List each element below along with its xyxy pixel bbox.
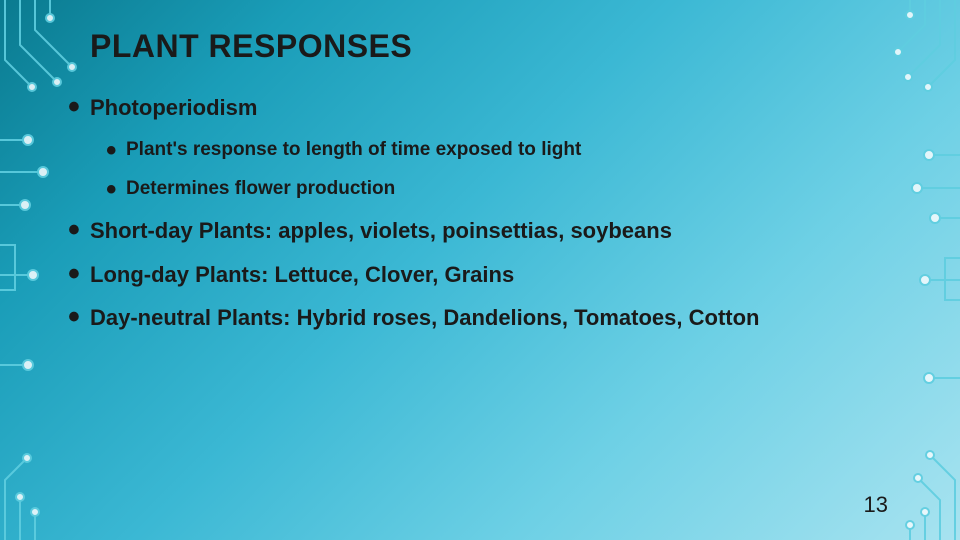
bullet-item: Long-day Plants: Lettuce, Clover, Grains	[90, 260, 910, 290]
bullet-item: Day-neutral Plants: Hybrid roses, Dandel…	[90, 303, 910, 333]
slide: PLANT RESPONSES Photoperiodism Plant's r…	[0, 0, 960, 540]
bullet-item: Photoperiodism	[90, 93, 910, 123]
bullet-item: Determines flower production	[126, 176, 910, 202]
bullet-list: Photoperiodism Plant's response to lengt…	[90, 93, 910, 333]
slide-title: PLANT RESPONSES	[90, 28, 910, 65]
page-number: 13	[864, 492, 888, 518]
bullet-item: Plant's response to length of time expos…	[126, 137, 910, 163]
bullet-item: Short-day Plants: apples, violets, poins…	[90, 216, 910, 246]
